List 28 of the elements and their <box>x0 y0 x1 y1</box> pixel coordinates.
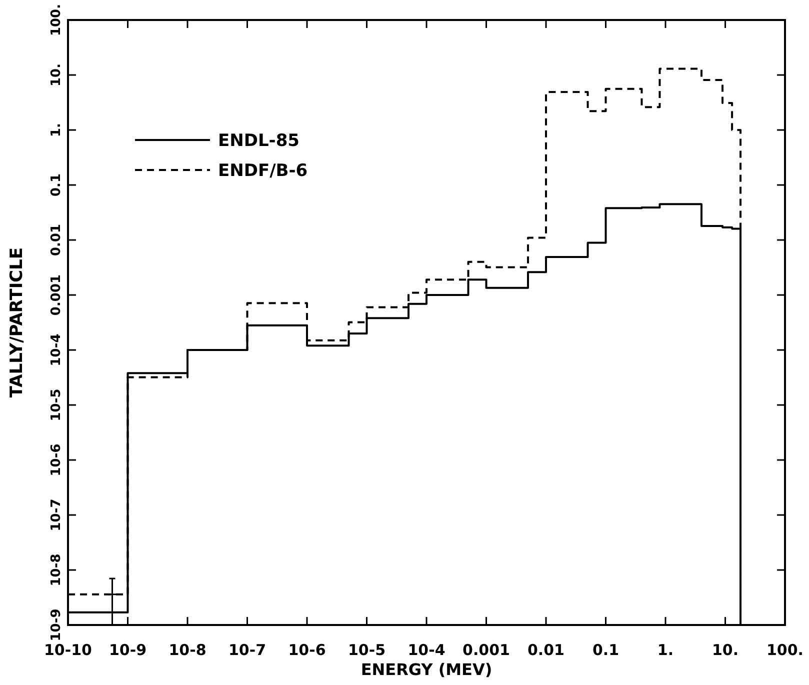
x-axis-title: ENERGY (MEV) <box>360 660 492 679</box>
x-tick-label: 10-7 <box>228 641 266 659</box>
y-tick-label: 100. <box>49 4 64 36</box>
y-tick-label: 10-7 <box>49 498 64 532</box>
x-tick-label: 10-4 <box>408 641 446 659</box>
y-tick-label: 10-8 <box>49 554 64 586</box>
legend-label: ENDL-85 <box>218 131 300 151</box>
y-tick-label: 10-4 <box>49 334 64 366</box>
y-tick-label: 10-6 <box>49 444 64 476</box>
x-tick-label: 10-5 <box>348 641 386 659</box>
x-tick-label: 0.1 <box>592 641 620 659</box>
x-tick-label: 10-10 <box>44 641 92 659</box>
y-tick-label: 10-5 <box>49 388 64 422</box>
y-tick-label: 0.1 <box>49 173 64 197</box>
x-tick-label: 10-8 <box>168 641 206 659</box>
x-tick-label: 10-9 <box>108 641 147 659</box>
x-tick-label: 100. <box>766 641 804 659</box>
y-tick-label: 0.01 <box>49 224 64 256</box>
y-tick-label: 10. <box>49 63 64 87</box>
x-tick-label: 10-6 <box>288 641 326 659</box>
y-axis-title: TALLY/PARTICLE <box>7 247 27 398</box>
x-tick-label: 0.001 <box>462 641 510 659</box>
x-tick-label: 1. <box>657 641 674 659</box>
x-tick-label: 0.01 <box>527 641 565 659</box>
legend-label: ENDF/B-6 <box>218 161 308 181</box>
y-tick-label: 1. <box>49 123 64 137</box>
x-tick-label: 10. <box>712 641 739 659</box>
y-tick-label: 0.001 <box>49 274 64 316</box>
